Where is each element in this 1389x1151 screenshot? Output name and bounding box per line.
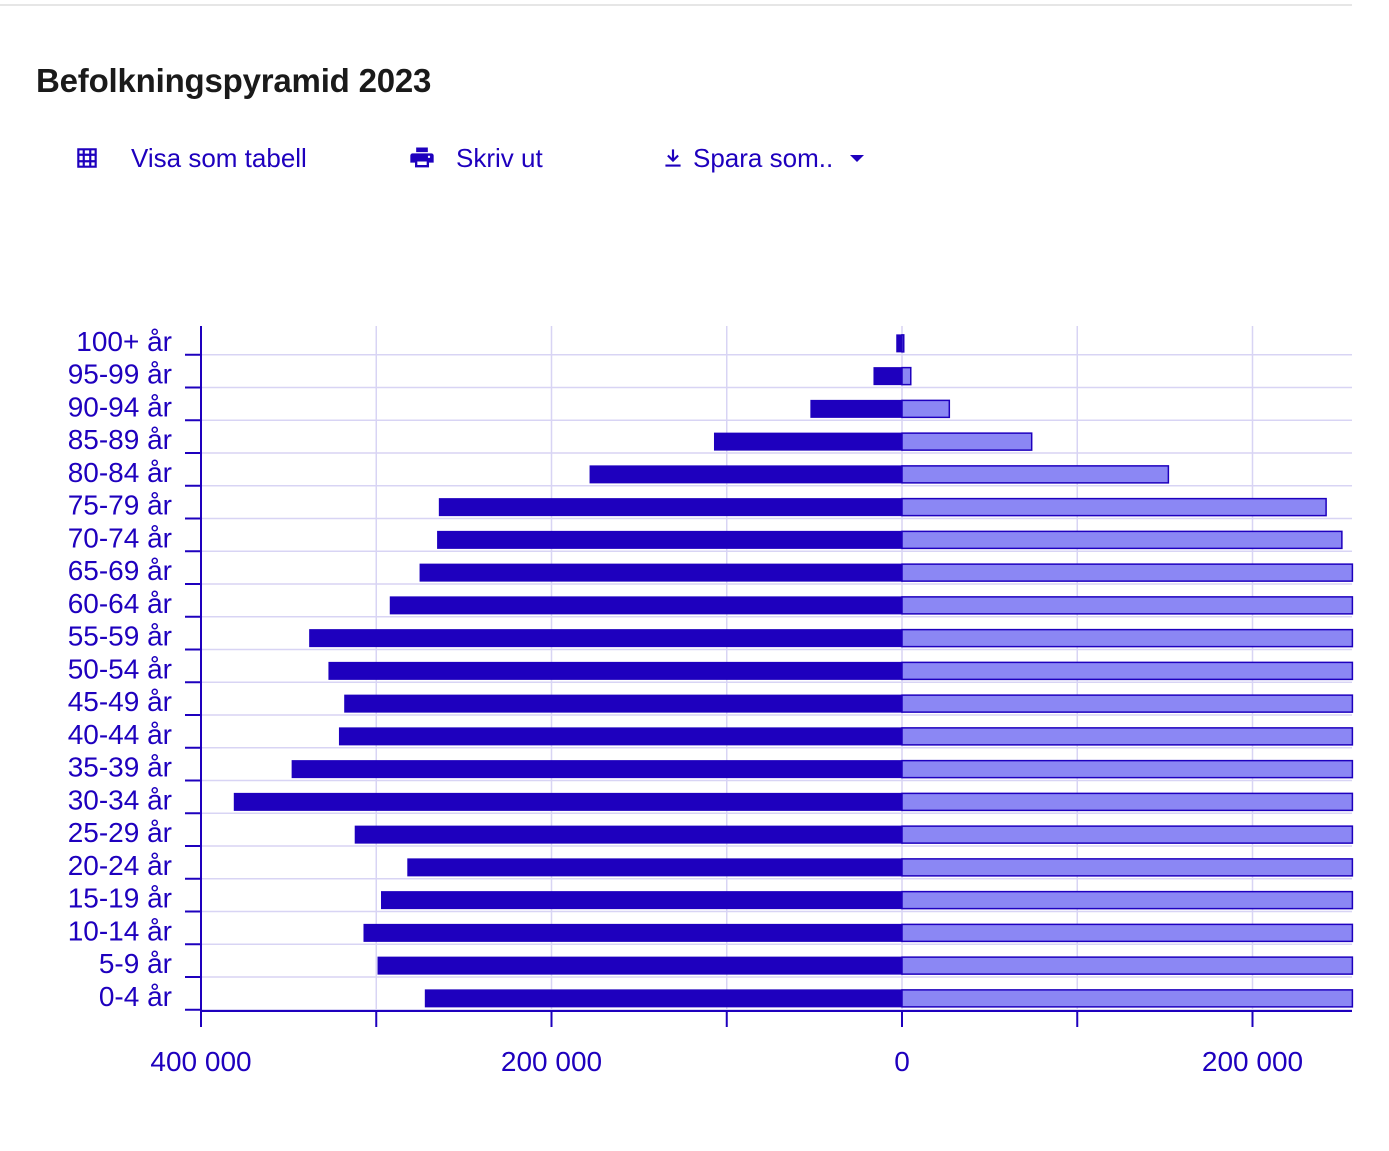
female-bar: [901, 334, 905, 353]
chart-toolbar: Visa som tabell Skriv ut Spara som..: [0, 136, 1389, 180]
female-bar: [901, 596, 1354, 615]
y-tick-label: 15-19 år: [68, 883, 172, 914]
male-bar: [438, 498, 903, 517]
x-tick-label: 200 000: [1202, 1046, 1303, 1077]
male-bar: [424, 989, 903, 1008]
male-bar: [233, 792, 903, 811]
female-bar: [901, 563, 1354, 582]
y-tick-label: 50-54 år: [68, 653, 172, 684]
female-bar: [901, 497, 1327, 517]
y-tick-label: 100+ år: [76, 326, 172, 357]
print-button[interactable]: Skriv ut: [408, 136, 543, 180]
female-bar: [901, 759, 1354, 779]
x-tick-label: 0: [894, 1046, 910, 1077]
y-tick-label: 80-84 år: [68, 457, 172, 488]
y-tick-label: 65-69 år: [68, 555, 172, 586]
male-bar: [713, 432, 903, 451]
female-bar: [901, 628, 1354, 648]
y-tick-label: 75-79 år: [68, 490, 172, 521]
female-bar: [901, 956, 1354, 975]
y-tick-label: 55-59 år: [68, 621, 172, 652]
table-icon: [73, 144, 101, 172]
y-tick-label: 35-39 år: [68, 752, 172, 783]
male-bar: [344, 694, 903, 713]
female-bar: [901, 825, 1354, 844]
show-as-table-label: Visa som tabell: [131, 142, 307, 173]
male-bar: [338, 727, 903, 746]
female-bar: [901, 890, 1354, 910]
male-bar: [377, 956, 903, 975]
female-bar: [901, 366, 912, 386]
male-bar: [291, 760, 903, 779]
female-bar: [901, 989, 1354, 1008]
male-bar: [309, 629, 903, 648]
y-tick-label: 20-24 år: [68, 850, 172, 881]
y-tick-label: 95-99 år: [68, 359, 172, 390]
male-bar: [589, 465, 903, 484]
x-tick-label: 200 000: [501, 1046, 602, 1077]
y-tick-label: 5-9 år: [99, 948, 172, 979]
male-bar: [873, 367, 903, 386]
y-tick-label: 10-14 år: [68, 915, 172, 946]
y-tick-label: 40-44 år: [68, 719, 172, 750]
male-bar: [896, 334, 903, 353]
download-icon: [659, 144, 687, 172]
male-bar: [437, 530, 903, 549]
printer-icon: [408, 144, 436, 172]
top-divider: [0, 4, 1352, 6]
y-tick-label: 90-94 år: [68, 391, 172, 422]
y-tick-label: 0-4 år: [99, 981, 172, 1012]
save-as-label: Spara som..: [693, 142, 834, 173]
male-bar: [363, 923, 903, 942]
female-bar: [901, 530, 1343, 550]
male-bar: [407, 858, 903, 877]
y-tick-label: 60-64 år: [68, 588, 172, 619]
y-tick-label: 30-34 år: [68, 784, 172, 815]
female-bar: [901, 858, 1354, 877]
female-bar: [901, 661, 1354, 681]
y-tick-label: 85-89 år: [68, 424, 172, 455]
y-tick-label: 45-49 år: [68, 686, 172, 717]
female-bar: [901, 432, 1033, 451]
show-as-table-button[interactable]: Visa som tabell: [73, 136, 307, 180]
male-bar: [419, 563, 903, 582]
male-bar: [810, 399, 903, 418]
y-tick-label: 25-29 år: [68, 817, 172, 848]
male-bar: [328, 661, 903, 680]
male-bar: [381, 891, 903, 910]
save-as-dropdown[interactable]: Spara som..: [659, 136, 871, 180]
page-title: Befolkningspyramid 2023: [36, 62, 432, 99]
female-bar: [901, 727, 1354, 746]
caret-down-icon: [843, 144, 871, 172]
female-bar: [901, 399, 951, 419]
female-bar: [901, 465, 1170, 484]
x-tick-label: 400 000: [150, 1046, 251, 1077]
female-bar: [901, 923, 1354, 943]
male-bar: [354, 825, 903, 844]
female-bar: [901, 792, 1354, 812]
female-bar: [901, 694, 1354, 713]
print-label: Skriv ut: [456, 142, 543, 173]
y-tick-label: 70-74 år: [68, 522, 172, 553]
male-bar: [389, 596, 903, 615]
